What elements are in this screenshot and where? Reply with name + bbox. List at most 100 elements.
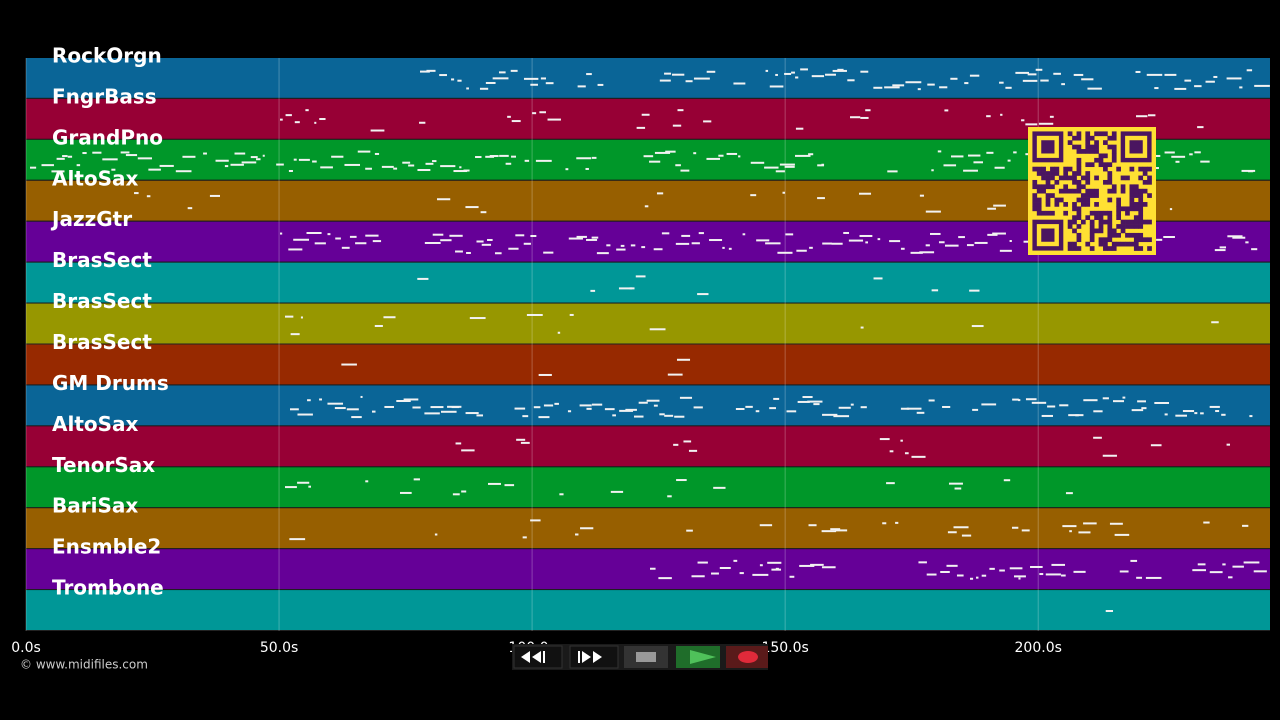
note <box>532 112 537 115</box>
note <box>476 240 484 243</box>
note <box>430 406 444 409</box>
note <box>1114 533 1130 536</box>
qr-module <box>1094 202 1099 207</box>
note <box>440 410 457 413</box>
note <box>384 405 395 408</box>
note <box>1105 610 1114 613</box>
qr-module <box>1067 166 1073 172</box>
note <box>1175 414 1187 417</box>
note <box>925 244 930 247</box>
qr-module <box>1147 175 1152 181</box>
qr-module <box>1107 210 1113 216</box>
note <box>520 441 530 444</box>
qr-module <box>1089 144 1095 150</box>
qr-module <box>1058 197 1064 203</box>
track-band <box>26 549 1270 590</box>
note <box>994 166 1005 169</box>
note <box>630 244 636 247</box>
track-name: BrasSect <box>52 248 152 272</box>
qr-module <box>1107 144 1113 150</box>
note <box>305 109 309 112</box>
note <box>434 533 438 536</box>
qr-module <box>1063 166 1069 172</box>
note <box>889 450 894 453</box>
qr-module <box>1129 197 1135 203</box>
qr-module <box>1103 166 1108 172</box>
note <box>134 192 139 195</box>
note <box>148 168 161 171</box>
note <box>334 407 346 410</box>
note <box>706 157 720 160</box>
note <box>293 238 310 241</box>
note <box>1035 68 1043 71</box>
qr-module <box>1138 202 1144 207</box>
note <box>1189 153 1193 156</box>
qr-module <box>1072 246 1077 251</box>
note <box>209 194 220 197</box>
track-band <box>26 344 1270 385</box>
note <box>799 564 815 567</box>
note <box>1192 569 1207 572</box>
note <box>307 399 311 402</box>
qr-module <box>1098 228 1104 234</box>
qr-module <box>1076 197 1082 203</box>
record-button[interactable] <box>726 646 768 668</box>
note <box>677 109 684 112</box>
note <box>728 247 732 250</box>
qr-module <box>1138 237 1144 243</box>
note <box>650 567 656 570</box>
note <box>892 84 905 87</box>
stop-button[interactable] <box>624 646 668 668</box>
note <box>120 151 130 154</box>
qr-module <box>1129 184 1135 190</box>
qr-module <box>1147 193 1152 198</box>
note <box>505 162 512 165</box>
note <box>999 569 1005 572</box>
qr-module <box>1147 179 1152 185</box>
note <box>843 231 850 234</box>
note <box>943 164 957 167</box>
qr-module <box>1072 206 1077 212</box>
note <box>848 239 864 242</box>
qr-module <box>1036 202 1042 207</box>
note <box>485 81 496 84</box>
note <box>455 442 462 445</box>
qr-module <box>1107 246 1113 251</box>
qr-module <box>1067 241 1073 247</box>
note <box>465 412 479 415</box>
qr-module <box>1089 219 1095 225</box>
qr-module <box>1103 241 1108 247</box>
note <box>335 237 341 240</box>
qr-module <box>1080 197 1086 203</box>
note <box>693 406 703 409</box>
qr-module <box>1111 241 1117 247</box>
note <box>808 524 817 527</box>
qr-module <box>1094 188 1099 194</box>
note <box>111 168 116 171</box>
note <box>795 154 811 157</box>
note <box>667 495 672 498</box>
qr-module <box>1045 171 1051 176</box>
note <box>703 120 712 123</box>
note <box>515 234 525 237</box>
note <box>341 246 350 249</box>
play-button[interactable] <box>676 646 720 668</box>
forward-button[interactable] <box>569 645 619 669</box>
qr-module <box>1103 237 1108 243</box>
note <box>895 521 899 524</box>
note <box>675 164 681 167</box>
qr-module <box>1111 246 1117 251</box>
note <box>786 410 797 413</box>
qr-module <box>1138 197 1144 203</box>
qr-module <box>1050 166 1055 172</box>
rewind-button[interactable] <box>513 645 563 669</box>
qr-module <box>1076 224 1082 229</box>
qr-module <box>1080 193 1086 198</box>
note <box>479 87 489 90</box>
qr-module <box>1036 171 1042 176</box>
qr-module <box>1089 193 1095 198</box>
qr-module <box>1094 228 1099 234</box>
note <box>860 70 869 73</box>
qr-module <box>1111 144 1117 150</box>
note <box>675 242 690 245</box>
